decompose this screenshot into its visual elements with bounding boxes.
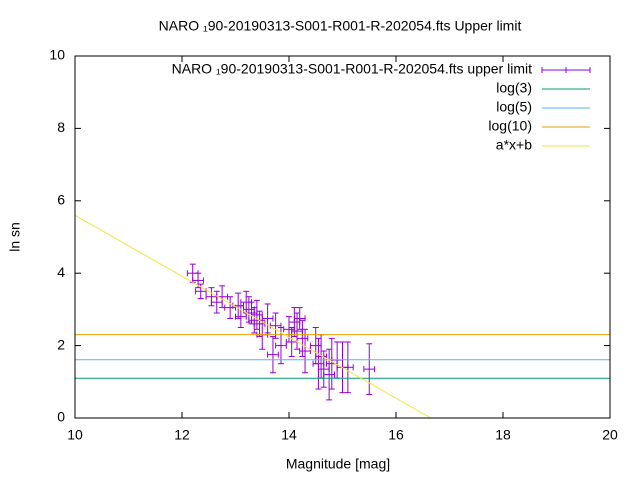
chart-title: NARO ₁90-20190313-S001-R001-R-202054.fts…: [159, 18, 522, 34]
legend-label: log(3): [496, 80, 532, 96]
line: [75, 214, 432, 418]
x-tick-label: 20: [602, 427, 618, 443]
plot-border: [74, 55, 611, 419]
error-point: [253, 310, 266, 338]
error-point: [216, 285, 228, 309]
y-axis-label: ln sn: [7, 222, 23, 252]
y-tick-label: 10: [49, 47, 65, 63]
error-point: [299, 328, 311, 374]
error-point: [323, 348, 335, 401]
legend-label: log(10): [488, 118, 532, 134]
x-tick-label: 14: [281, 427, 297, 443]
error-point: [261, 303, 274, 334]
x-tick-label: 10: [67, 427, 83, 443]
x-tick-label: 18: [495, 427, 511, 443]
x-tick-label: 16: [388, 427, 404, 443]
y-tick-label: 4: [57, 264, 65, 280]
plot-area: [75, 214, 610, 418]
legend-label: a*x+b: [496, 137, 532, 153]
legend-label: log(5): [496, 99, 532, 115]
x-axis-label: Magnitude [mag]: [286, 456, 390, 472]
y-tick-label: 0: [57, 409, 65, 425]
y-tick-label: 2: [57, 336, 65, 352]
error-point: [251, 299, 263, 330]
error-point: [296, 319, 309, 357]
legend-label: NARO ₁90-20190313-S001-R001-R-202054.fts…: [172, 61, 532, 77]
y-tick-label: 6: [57, 192, 65, 208]
error-point: [363, 343, 376, 395]
error-point: [224, 296, 236, 319]
error-point: [269, 312, 282, 339]
error-point: [267, 336, 279, 374]
error-point: [275, 327, 287, 365]
error-point: [342, 341, 354, 394]
x-tick-label: 12: [174, 427, 190, 443]
y-tick-label: 8: [57, 119, 65, 135]
